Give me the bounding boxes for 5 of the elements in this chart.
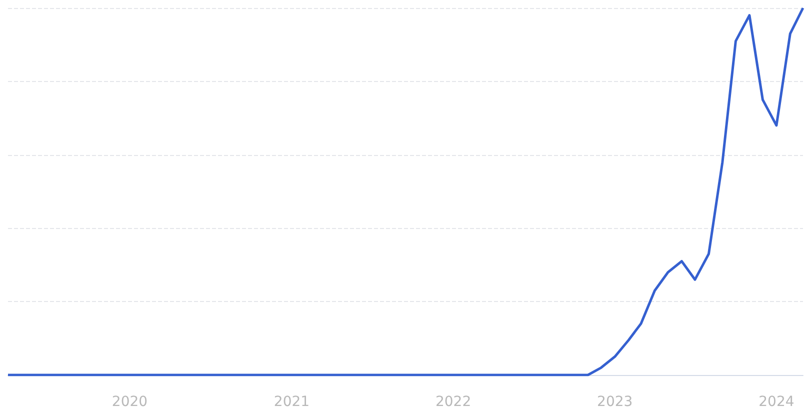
x-tick-label: 2020	[112, 394, 148, 410]
x-tick-label: 2024	[758, 394, 794, 410]
x-tick-label: 2023	[597, 394, 633, 410]
x-tick-label: 2022	[435, 394, 472, 410]
x-tick-label: 2021	[274, 394, 310, 410]
